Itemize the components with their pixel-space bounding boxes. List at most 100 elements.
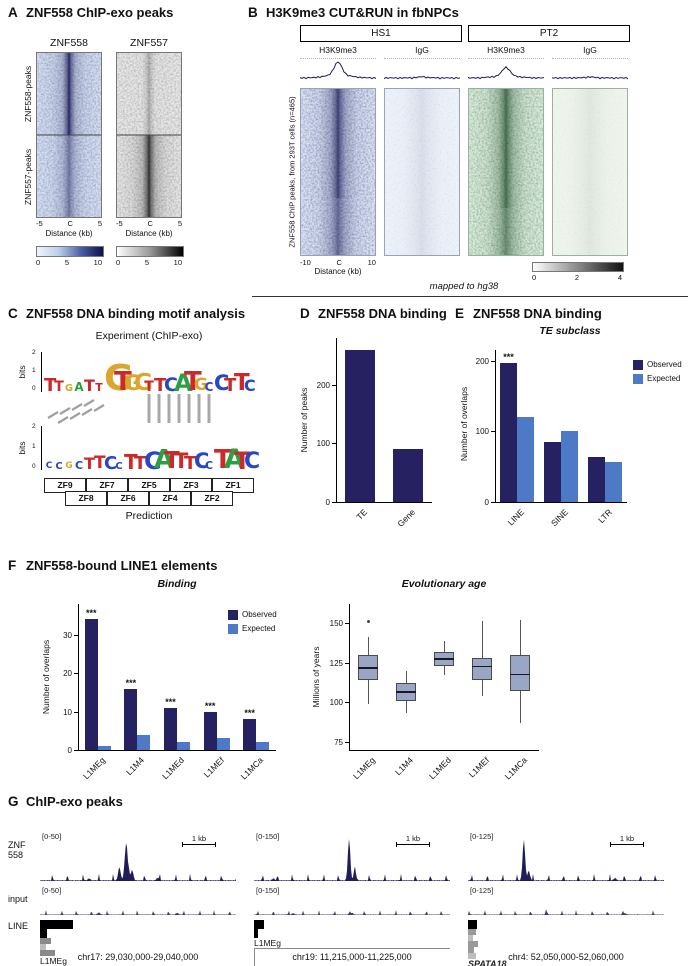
logo-letter: T bbox=[214, 444, 232, 475]
bar-expected bbox=[256, 742, 270, 750]
input-signal-track bbox=[254, 910, 450, 915]
logo-letter: T bbox=[234, 447, 251, 475]
bits-tick: 0 bbox=[32, 385, 36, 392]
logo-letter: G bbox=[64, 382, 74, 394]
profile-plot-pt2-h3k9me3 bbox=[467, 58, 545, 85]
scale-bar-cap bbox=[610, 842, 611, 847]
y-tick-label: 20 bbox=[63, 669, 72, 679]
x-category-label: SINE bbox=[548, 507, 571, 529]
alignment-marks bbox=[47, 394, 211, 424]
line-element-label: L1MEg bbox=[254, 938, 281, 948]
x-category-label: Gene bbox=[395, 507, 418, 529]
y-tick-mark bbox=[345, 623, 349, 625]
scale-bar-cap bbox=[429, 842, 430, 847]
heatmap-znf557-title: ZNF557 bbox=[130, 37, 168, 49]
logo-letter: C bbox=[74, 458, 84, 472]
zf-box-8: ZF8 bbox=[65, 491, 107, 506]
heatmap-a2-xticks: -5 C 5 bbox=[116, 219, 182, 228]
y-tick-label: 30 bbox=[63, 630, 72, 640]
panel-a-title: ZNF558 ChIP-exo peaks bbox=[26, 5, 174, 20]
track-row-label-input: input bbox=[8, 894, 28, 904]
boxplot-median bbox=[472, 665, 492, 668]
locus-coordinates: chr19: 11,215,000-11,225,000 bbox=[292, 952, 412, 962]
profile-plot-hs1-igg bbox=[383, 58, 461, 85]
bar-expected bbox=[97, 746, 111, 750]
panel-b-divider bbox=[252, 296, 688, 297]
y-tick-mark bbox=[332, 443, 336, 445]
logo-letter: T bbox=[154, 374, 167, 396]
logo-letter: T bbox=[164, 447, 180, 474]
line-element-box bbox=[254, 920, 264, 929]
logo-letter: T bbox=[84, 376, 95, 395]
line-element-box bbox=[468, 935, 473, 941]
colorbar-blue-ticks: 0 5 10 bbox=[36, 258, 102, 267]
legend-label: Expected bbox=[242, 624, 276, 633]
gene-exon-tick bbox=[254, 949, 255, 956]
bits-axis-label: bits bbox=[17, 365, 27, 379]
y-tick-mark bbox=[345, 702, 349, 704]
heatmap-a1-xticks: -5 C 5 bbox=[36, 219, 102, 228]
y-tick-mark bbox=[332, 502, 336, 503]
line-element-box bbox=[254, 929, 258, 938]
x-category-label: LINE bbox=[505, 507, 527, 528]
logo-letter: C bbox=[244, 448, 261, 474]
gene-ruler-line bbox=[254, 948, 450, 949]
legend-label: Observed bbox=[242, 610, 277, 619]
x-axis bbox=[349, 750, 539, 751]
x-category-label: LTR bbox=[596, 507, 615, 525]
track-group-chr19: [0-150] 1 kb [0-150] L1MEgDOCK6 chr19: 1… bbox=[254, 830, 450, 966]
annotation-row: SPATA18 bbox=[468, 920, 664, 966]
scale-bar: 1 kb bbox=[182, 834, 216, 847]
bar-expected bbox=[561, 431, 578, 502]
logo-letter: T bbox=[95, 380, 103, 394]
significance-stars: *** bbox=[503, 351, 514, 362]
scale-bar-label: 1 kb bbox=[619, 834, 635, 843]
legend-label: Observed bbox=[647, 360, 682, 369]
input-signal-track bbox=[40, 910, 236, 915]
bar-observed bbox=[203, 711, 217, 750]
bits-tick: 2 bbox=[32, 349, 36, 356]
boxplot-box bbox=[472, 657, 492, 681]
colorbar-tick: 0 bbox=[36, 258, 41, 267]
bits-tick: 1 bbox=[32, 367, 36, 374]
profile-plot-hs1-h3k9me3 bbox=[299, 58, 377, 85]
input-signal-track bbox=[468, 909, 664, 915]
colorbar-b-ticks: 0 2 4 bbox=[532, 273, 622, 282]
panel-b-label: B bbox=[248, 5, 258, 20]
logo-letter: G bbox=[194, 375, 208, 396]
zf-box-4: ZF4 bbox=[149, 491, 191, 506]
bits-tick: 2 bbox=[32, 423, 36, 430]
legend-swatch bbox=[633, 374, 643, 384]
colorbar-tick: 0 bbox=[116, 258, 121, 267]
boxplot-box bbox=[510, 654, 530, 692]
logo-letter: C bbox=[204, 458, 214, 472]
bar-expected bbox=[137, 734, 151, 750]
panel-b-title: H3K9me3 CUT&RUN in fbNPCs bbox=[266, 5, 459, 20]
panel-e-chart: 0 100 200 *** LINE SINE LTR Observed Expected bbox=[455, 338, 695, 548]
significance-stars: *** bbox=[165, 696, 176, 707]
line-element-box bbox=[40, 929, 47, 938]
input-range-label: [0-50] bbox=[42, 886, 62, 895]
logo1-y-axis bbox=[41, 352, 42, 392]
x-axis-label: Distance (kb) bbox=[314, 267, 362, 276]
binding-subtitle: Binding bbox=[157, 578, 197, 590]
colorbar-tick: 4 bbox=[617, 273, 622, 282]
znf558-signal-track bbox=[254, 838, 450, 881]
y-tick-mark bbox=[74, 750, 78, 751]
logo-letter: T bbox=[184, 452, 197, 474]
bar-observed bbox=[500, 362, 517, 502]
scale-bar-label: 1 kb bbox=[405, 834, 421, 843]
logo-letter: G bbox=[65, 461, 73, 472]
age-subtitle: Evolutionary age bbox=[401, 578, 487, 590]
significance-stars: *** bbox=[86, 608, 97, 619]
x-tick: C bbox=[336, 258, 342, 267]
bar-observed bbox=[164, 707, 177, 750]
heatmap-pt2-h3k9me3 bbox=[468, 88, 544, 256]
heatmap-znf558-title: ZNF558 bbox=[50, 37, 88, 49]
bar-expected bbox=[177, 742, 190, 750]
signal-range-label: [0-50] bbox=[42, 832, 62, 841]
line-element-label: L1MEg bbox=[40, 956, 67, 966]
logo-letter: C bbox=[104, 452, 118, 474]
heatmap-hs1-h3k9me3 bbox=[300, 88, 376, 256]
